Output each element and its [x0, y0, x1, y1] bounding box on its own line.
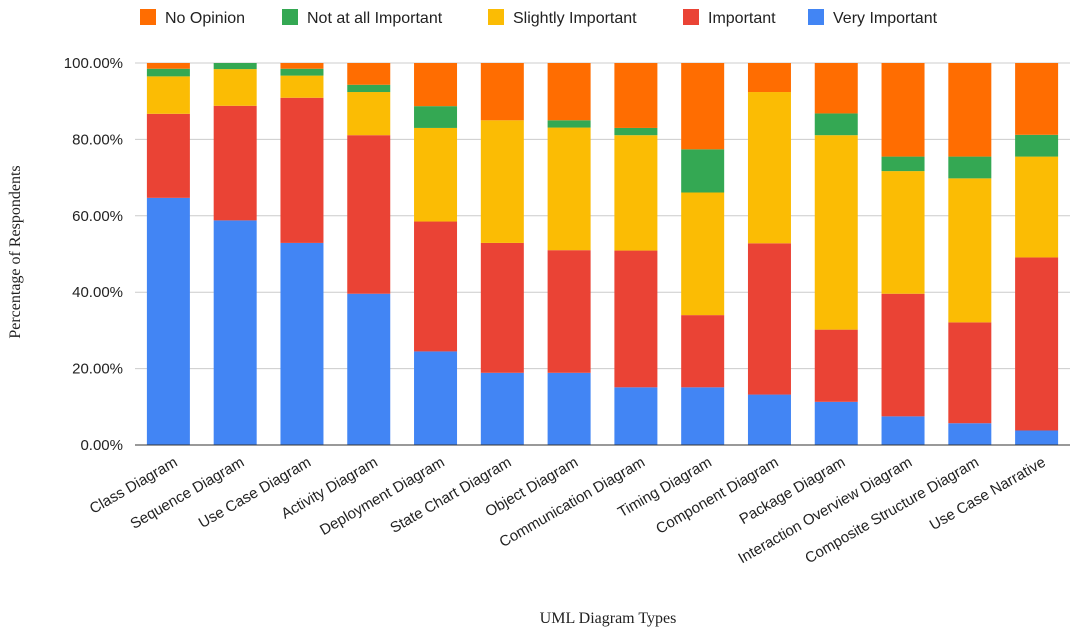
- bar-segment-not-at-all-important: [547, 120, 591, 128]
- bar-segment-very-important: [547, 372, 591, 445]
- bar-segment-not-at-all-important: [280, 68, 324, 76]
- bar-segment-important: [547, 250, 591, 373]
- bar-segment-very-important: [681, 387, 725, 445]
- bar-segment-slightly-important: [747, 92, 791, 244]
- bars: [146, 63, 1059, 445]
- y-tick-label: 80.00%: [72, 131, 123, 148]
- bar-segment-important: [948, 322, 992, 424]
- bar-segment-no-opinion: [146, 63, 190, 69]
- legend-label-no-opinion: No Opinion: [165, 10, 245, 27]
- legend-swatch-important: [683, 9, 699, 25]
- bar-segment-slightly-important: [414, 127, 458, 222]
- bar-segment-very-important: [146, 197, 190, 445]
- bar-segment-not-at-all-important: [948, 156, 992, 179]
- bar-segment-very-important: [814, 401, 858, 445]
- legend-swatch-not-at-all-important: [282, 9, 298, 25]
- legend-swatch-no-opinion: [140, 9, 156, 25]
- x-tick-label: State Chart Diagram: [387, 454, 514, 537]
- legend: No Opinion Not at all Important Slightly I…: [140, 9, 938, 27]
- bar-segment-slightly-important: [881, 171, 925, 294]
- bar-segment-important: [347, 135, 391, 294]
- bar-segment-important: [747, 243, 791, 395]
- bar-segment-very-important: [747, 394, 791, 445]
- bar-segment-important: [414, 221, 458, 352]
- bar-segment-not-at-all-important: [347, 84, 391, 93]
- bar-segment-important: [1015, 257, 1059, 431]
- bar-segment-very-important: [280, 242, 324, 445]
- bar-segment-not-at-all-important: [414, 106, 458, 128]
- bar-segment-no-opinion: [547, 63, 591, 121]
- bar-segment-important: [681, 315, 725, 388]
- bar-segment-very-important: [480, 372, 524, 445]
- x-tick-label: Use Case Diagram: [196, 454, 314, 532]
- bar-segment-no-opinion: [881, 63, 925, 157]
- bar-segment-very-important: [414, 351, 458, 445]
- bar-segment-very-important: [881, 416, 925, 445]
- bar-segment-no-opinion: [747, 63, 791, 93]
- bar-segment-very-important: [347, 293, 391, 445]
- legend-label-very-important: Very Important: [833, 10, 938, 27]
- bar-segment-slightly-important: [213, 69, 257, 106]
- bar-segment-not-at-all-important: [814, 113, 858, 136]
- bar-segment-slightly-important: [814, 135, 858, 330]
- y-tick-label: 20.00%: [72, 361, 123, 378]
- x-tick-label: Sequence Diagram: [127, 454, 247, 533]
- bar-segment-important: [213, 105, 257, 221]
- bar-segment-very-important: [1015, 430, 1059, 445]
- bar-segment-important: [146, 113, 190, 198]
- bar-segment-not-at-all-important: [614, 127, 658, 136]
- gridlines: [135, 62, 1070, 370]
- legend-label-important: Important: [708, 10, 776, 27]
- bar-segment-no-opinion: [681, 63, 725, 150]
- x-tick-label: Component Diagram: [653, 454, 781, 538]
- bar-segment-no-opinion: [480, 63, 524, 121]
- x-tick-label: Use Case Narrative: [927, 454, 1049, 534]
- bar-segment-not-at-all-important: [881, 156, 925, 172]
- y-tick-label: 40.00%: [72, 284, 123, 301]
- x-tick-label: Deployment Diagram: [317, 454, 448, 539]
- legend-label-not-at-all-important: Not at all Important: [307, 10, 443, 27]
- bar-segment-no-opinion: [1015, 63, 1059, 135]
- bar-segment-important: [814, 329, 858, 402]
- y-tick-label: 100.00%: [64, 55, 123, 72]
- bar-segment-important: [280, 97, 324, 243]
- y-axis-ticks: 0.00% 20.00% 40.00% 60.00% 80.00% 100.00%: [64, 55, 123, 454]
- bar-segment-no-opinion: [948, 63, 992, 157]
- bar-segment-no-opinion: [814, 63, 858, 114]
- legend-label-slightly-important: Slightly Important: [513, 10, 637, 27]
- bar-segment-no-opinion: [614, 63, 658, 128]
- x-axis-title: UML Diagram Types: [540, 610, 677, 627]
- bar-segment-slightly-important: [948, 178, 992, 323]
- bar-segment-slightly-important: [347, 92, 391, 136]
- bar-segment-very-important: [213, 220, 257, 445]
- bar-segment-not-at-all-important: [681, 149, 725, 193]
- bar-segment-no-opinion: [347, 63, 391, 85]
- y-axis-title: Percentage of Respondents: [7, 165, 24, 338]
- bar-segment-slightly-important: [547, 127, 591, 251]
- legend-swatch-very-important: [808, 9, 824, 25]
- bar-segment-no-opinion: [414, 63, 458, 107]
- bar-segment-slightly-important: [681, 192, 725, 316]
- bar-segment-not-at-all-important: [146, 68, 190, 77]
- bar-segment-very-important: [948, 423, 992, 445]
- bar-segment-not-at-all-important: [1015, 134, 1059, 157]
- bar-segment-no-opinion: [280, 63, 324, 69]
- bar-segment-slightly-important: [146, 76, 190, 114]
- bar-segment-slightly-important: [280, 75, 324, 98]
- y-tick-label: 60.00%: [72, 208, 123, 225]
- y-tick-label: 0.00%: [80, 437, 123, 454]
- bar-segment-important: [881, 293, 925, 417]
- bar-segment-slightly-important: [1015, 156, 1059, 258]
- bar-segment-important: [614, 250, 658, 388]
- legend-swatch-slightly-important: [488, 9, 504, 25]
- bar-segment-important: [480, 242, 524, 373]
- bar-segment-slightly-important: [480, 120, 524, 243]
- bar-segment-slightly-important: [614, 135, 658, 251]
- bar-segment-very-important: [614, 387, 658, 445]
- bar-segment-not-at-all-important: [213, 63, 257, 70]
